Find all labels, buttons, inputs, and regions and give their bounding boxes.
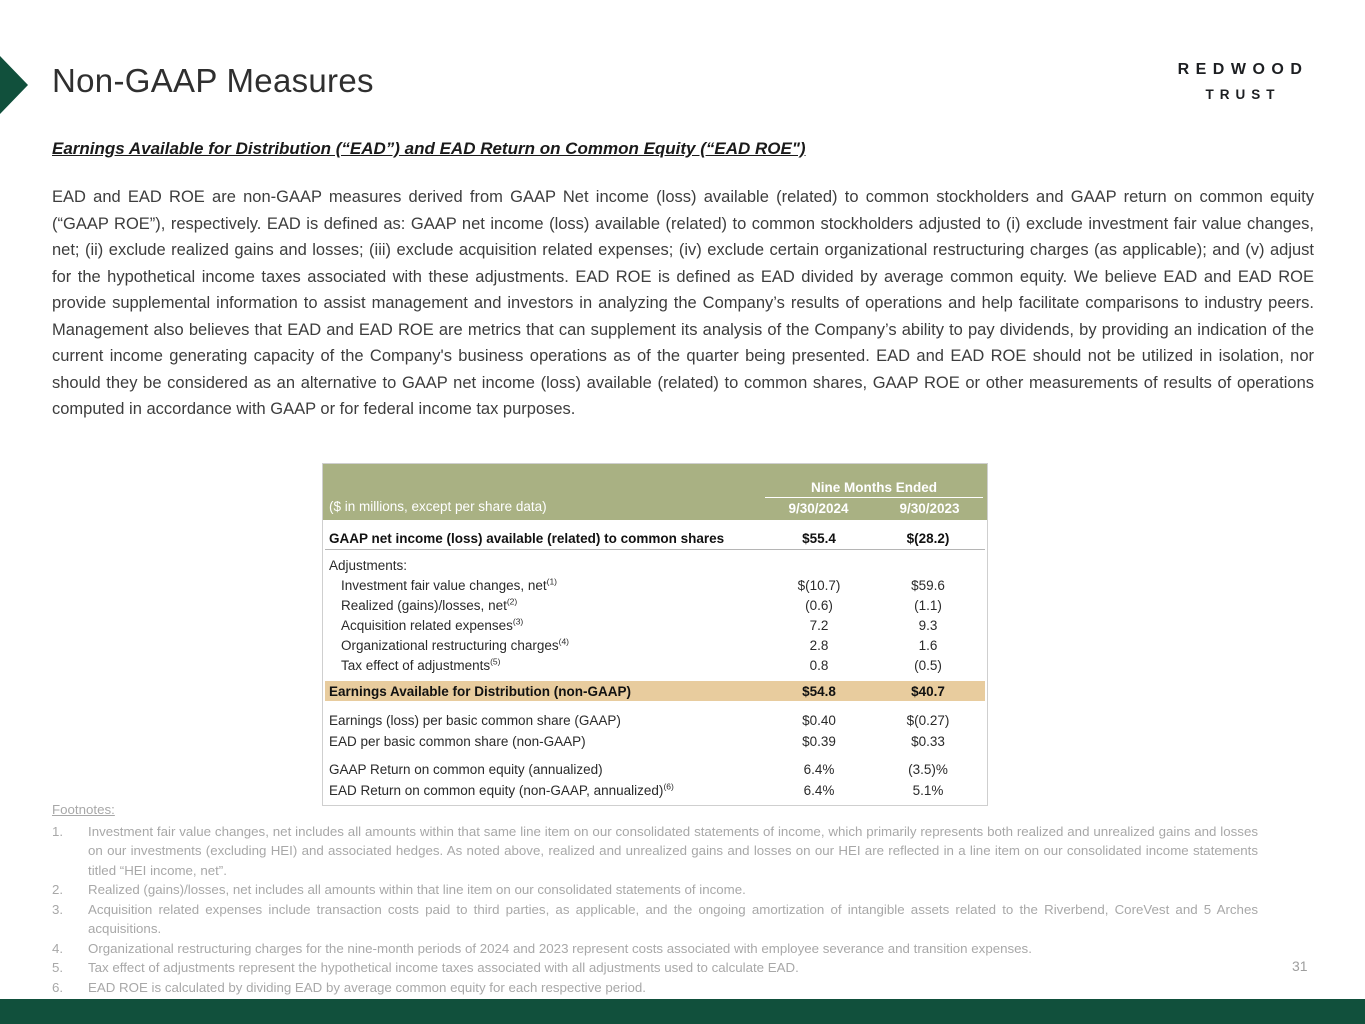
financial-table: ($ in millions, except per share data) N… xyxy=(322,463,988,806)
table-body: GAAP net income (loss) available (relate… xyxy=(323,527,987,805)
footnote-item: 1. Investment fair value changes, net in… xyxy=(52,823,1258,878)
table-column-headers: Nine Months Ended 9/30/2024 9/30/2023 xyxy=(763,480,985,516)
table-row-ead-total: Earnings Available for Distribution (non… xyxy=(325,681,985,701)
footnote-item: 5. Tax effect of adjustments represent t… xyxy=(52,960,799,975)
page-number: 31 xyxy=(1292,958,1308,974)
table-row: Realized (gains)/losses, net(2) (0.6) (1… xyxy=(341,596,942,613)
footnote-item: 6. EAD ROE is calculated by dividing EAD… xyxy=(52,979,647,995)
table-row: Tax effect of adjustments(5) 0.8 (0.5) xyxy=(341,656,942,673)
table-row: Earnings (loss) per basic common share (… xyxy=(329,713,950,728)
table-unit-label: ($ in millions, except per share data) xyxy=(329,499,547,514)
chevron-right-icon xyxy=(0,56,28,114)
footnotes: Footnotes: 1. Investment fair value chan… xyxy=(52,800,1258,997)
table-row: GAAP Return on common equity (annualized… xyxy=(329,762,948,777)
footnote-item: 2. Realized (gains)/losses, net includes… xyxy=(52,882,746,897)
bottom-accent-bar xyxy=(0,999,1365,1024)
redwood-trust-logo: REDWOOD TRUST xyxy=(1168,61,1318,102)
table-row: EAD per basic common share (non-GAAP) $0… xyxy=(329,734,945,749)
logo-line-trust: TRUST xyxy=(1205,87,1281,102)
table-row: Investment fair value changes, net(1) $(… xyxy=(341,576,945,593)
footnote-item: 3. Acquisition related expenses include … xyxy=(52,901,1258,937)
column-header-2023: 9/30/2023 xyxy=(899,501,960,516)
table-row: EAD Return on common equity (non-GAAP, a… xyxy=(329,781,944,798)
page-title: Non-GAAP Measures xyxy=(52,62,374,99)
table-group-header: Nine Months Ended xyxy=(765,480,983,498)
logo-line-redwood: REDWOOD xyxy=(1177,61,1309,78)
table-row: Acquisition related expenses(3) 7.2 9.3 xyxy=(341,616,938,633)
column-header-2024: 9/30/2024 xyxy=(788,501,849,516)
table-row: GAAP net income (loss) available (relate… xyxy=(325,527,985,550)
section-heading: Earnings Available for Distribution (“EA… xyxy=(52,139,806,158)
table-row: Adjustments: xyxy=(329,557,408,573)
footnotes-heading: Footnotes: xyxy=(52,802,115,817)
body-paragraph: EAD and EAD ROE are non-GAAP measures de… xyxy=(52,188,1314,418)
footnote-item: 4. Organizational restructuring charges … xyxy=(52,940,1032,956)
table-row: Organizational restructuring charges(4) … xyxy=(341,636,938,653)
table-header: ($ in millions, except per share data) N… xyxy=(323,464,987,520)
